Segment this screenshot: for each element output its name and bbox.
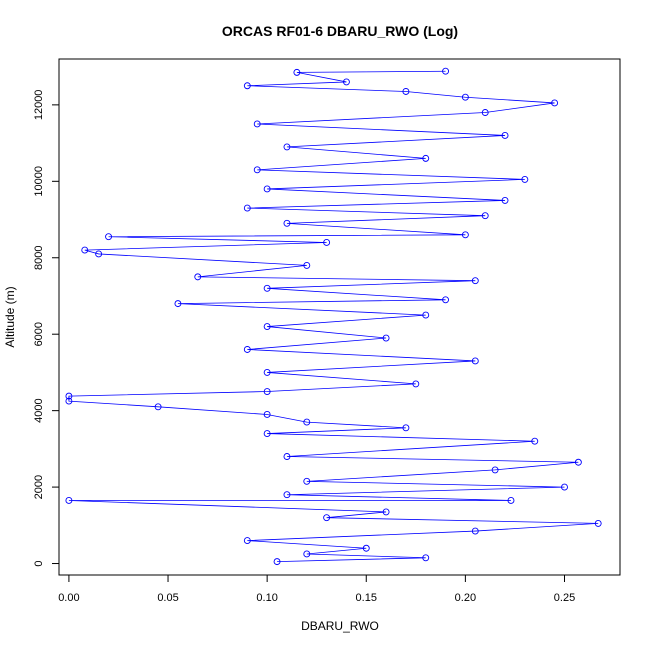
data-point — [263, 185, 271, 193]
data-point — [531, 437, 539, 445]
y-tick-label: 10000 — [33, 166, 45, 197]
data-point — [442, 296, 450, 304]
data-point — [501, 131, 509, 139]
x-tick-label: 0.05 — [157, 592, 178, 604]
data-point — [273, 558, 281, 566]
y-tick-label: 12000 — [33, 90, 45, 121]
y-tick-label: 2000 — [33, 475, 45, 499]
data-point — [174, 300, 182, 308]
data-point — [501, 196, 509, 204]
data-point — [253, 120, 261, 128]
data-point — [253, 166, 261, 174]
data-point — [521, 175, 529, 183]
data-point — [481, 212, 489, 220]
data-point — [263, 368, 271, 376]
data-point — [263, 388, 271, 395]
data-point — [293, 68, 301, 76]
data-point — [263, 323, 271, 331]
data-point — [461, 231, 469, 239]
data-point — [362, 544, 370, 552]
data-point — [402, 88, 410, 95]
series-line — [68, 70, 599, 563]
data-point — [422, 154, 430, 162]
data-point — [154, 403, 162, 411]
data-points-layer — [65, 67, 602, 566]
data-point — [471, 277, 479, 285]
data-point — [382, 334, 390, 342]
y-axis: 0 2000 4000 6000 8000 10000 12000 — [33, 90, 60, 567]
data-point — [263, 430, 271, 438]
data-point — [422, 311, 430, 319]
data-point — [574, 458, 582, 466]
data-point — [303, 261, 311, 269]
y-tick-label: 8000 — [33, 246, 45, 270]
data-point — [303, 550, 311, 558]
data-point — [243, 82, 251, 90]
data-point — [303, 477, 311, 485]
y-tick-label: 4000 — [33, 398, 45, 422]
chart-title: ORCAS RF01-6 DBARU_RWO (Log) — [222, 23, 458, 39]
data-point — [594, 519, 602, 527]
data-point — [95, 250, 103, 258]
data-point — [481, 109, 489, 116]
data-point — [461, 93, 469, 101]
data-point — [491, 466, 499, 474]
data-point — [105, 233, 113, 241]
data-point — [402, 424, 410, 432]
data-point — [283, 143, 291, 151]
y-tick-label: 6000 — [33, 322, 45, 346]
data-point — [471, 527, 479, 535]
y-axis-label: Altitude (m) — [3, 286, 17, 347]
data-point — [323, 514, 331, 522]
data-point — [263, 411, 271, 418]
data-point — [243, 204, 251, 212]
data-point — [65, 397, 73, 405]
data-point — [263, 284, 271, 292]
plot-area-border — [58, 58, 621, 576]
data-point — [81, 246, 89, 254]
data-point — [283, 453, 291, 460]
y-tick-label: 0 — [33, 560, 45, 566]
data-point — [412, 380, 420, 388]
data-point — [342, 78, 350, 86]
data-point — [422, 554, 430, 562]
data-point — [303, 418, 311, 426]
data-point — [323, 239, 331, 246]
data-point — [561, 483, 568, 491]
data-point — [507, 497, 515, 504]
data-point — [243, 537, 251, 545]
x-axis: 0.00 0.05 0.10 0.15 0.20 0.25 — [58, 574, 575, 604]
x-axis-label: DBARU_RWO — [301, 619, 379, 633]
data-point — [65, 392, 73, 400]
data-point — [551, 99, 559, 107]
x-tick-label: 0.25 — [554, 592, 575, 604]
x-tick-label: 0.15 — [356, 592, 377, 604]
x-tick-label: 0.20 — [455, 592, 476, 604]
data-point — [471, 357, 479, 365]
x-tick-label: 0.10 — [256, 592, 277, 604]
data-point — [283, 219, 291, 227]
x-tick-label: 0.00 — [58, 592, 79, 604]
data-point — [283, 491, 291, 499]
data-point — [382, 508, 390, 516]
data-point — [65, 497, 73, 504]
data-point — [194, 273, 202, 281]
data-point — [442, 67, 450, 75]
data-point — [243, 346, 251, 353]
